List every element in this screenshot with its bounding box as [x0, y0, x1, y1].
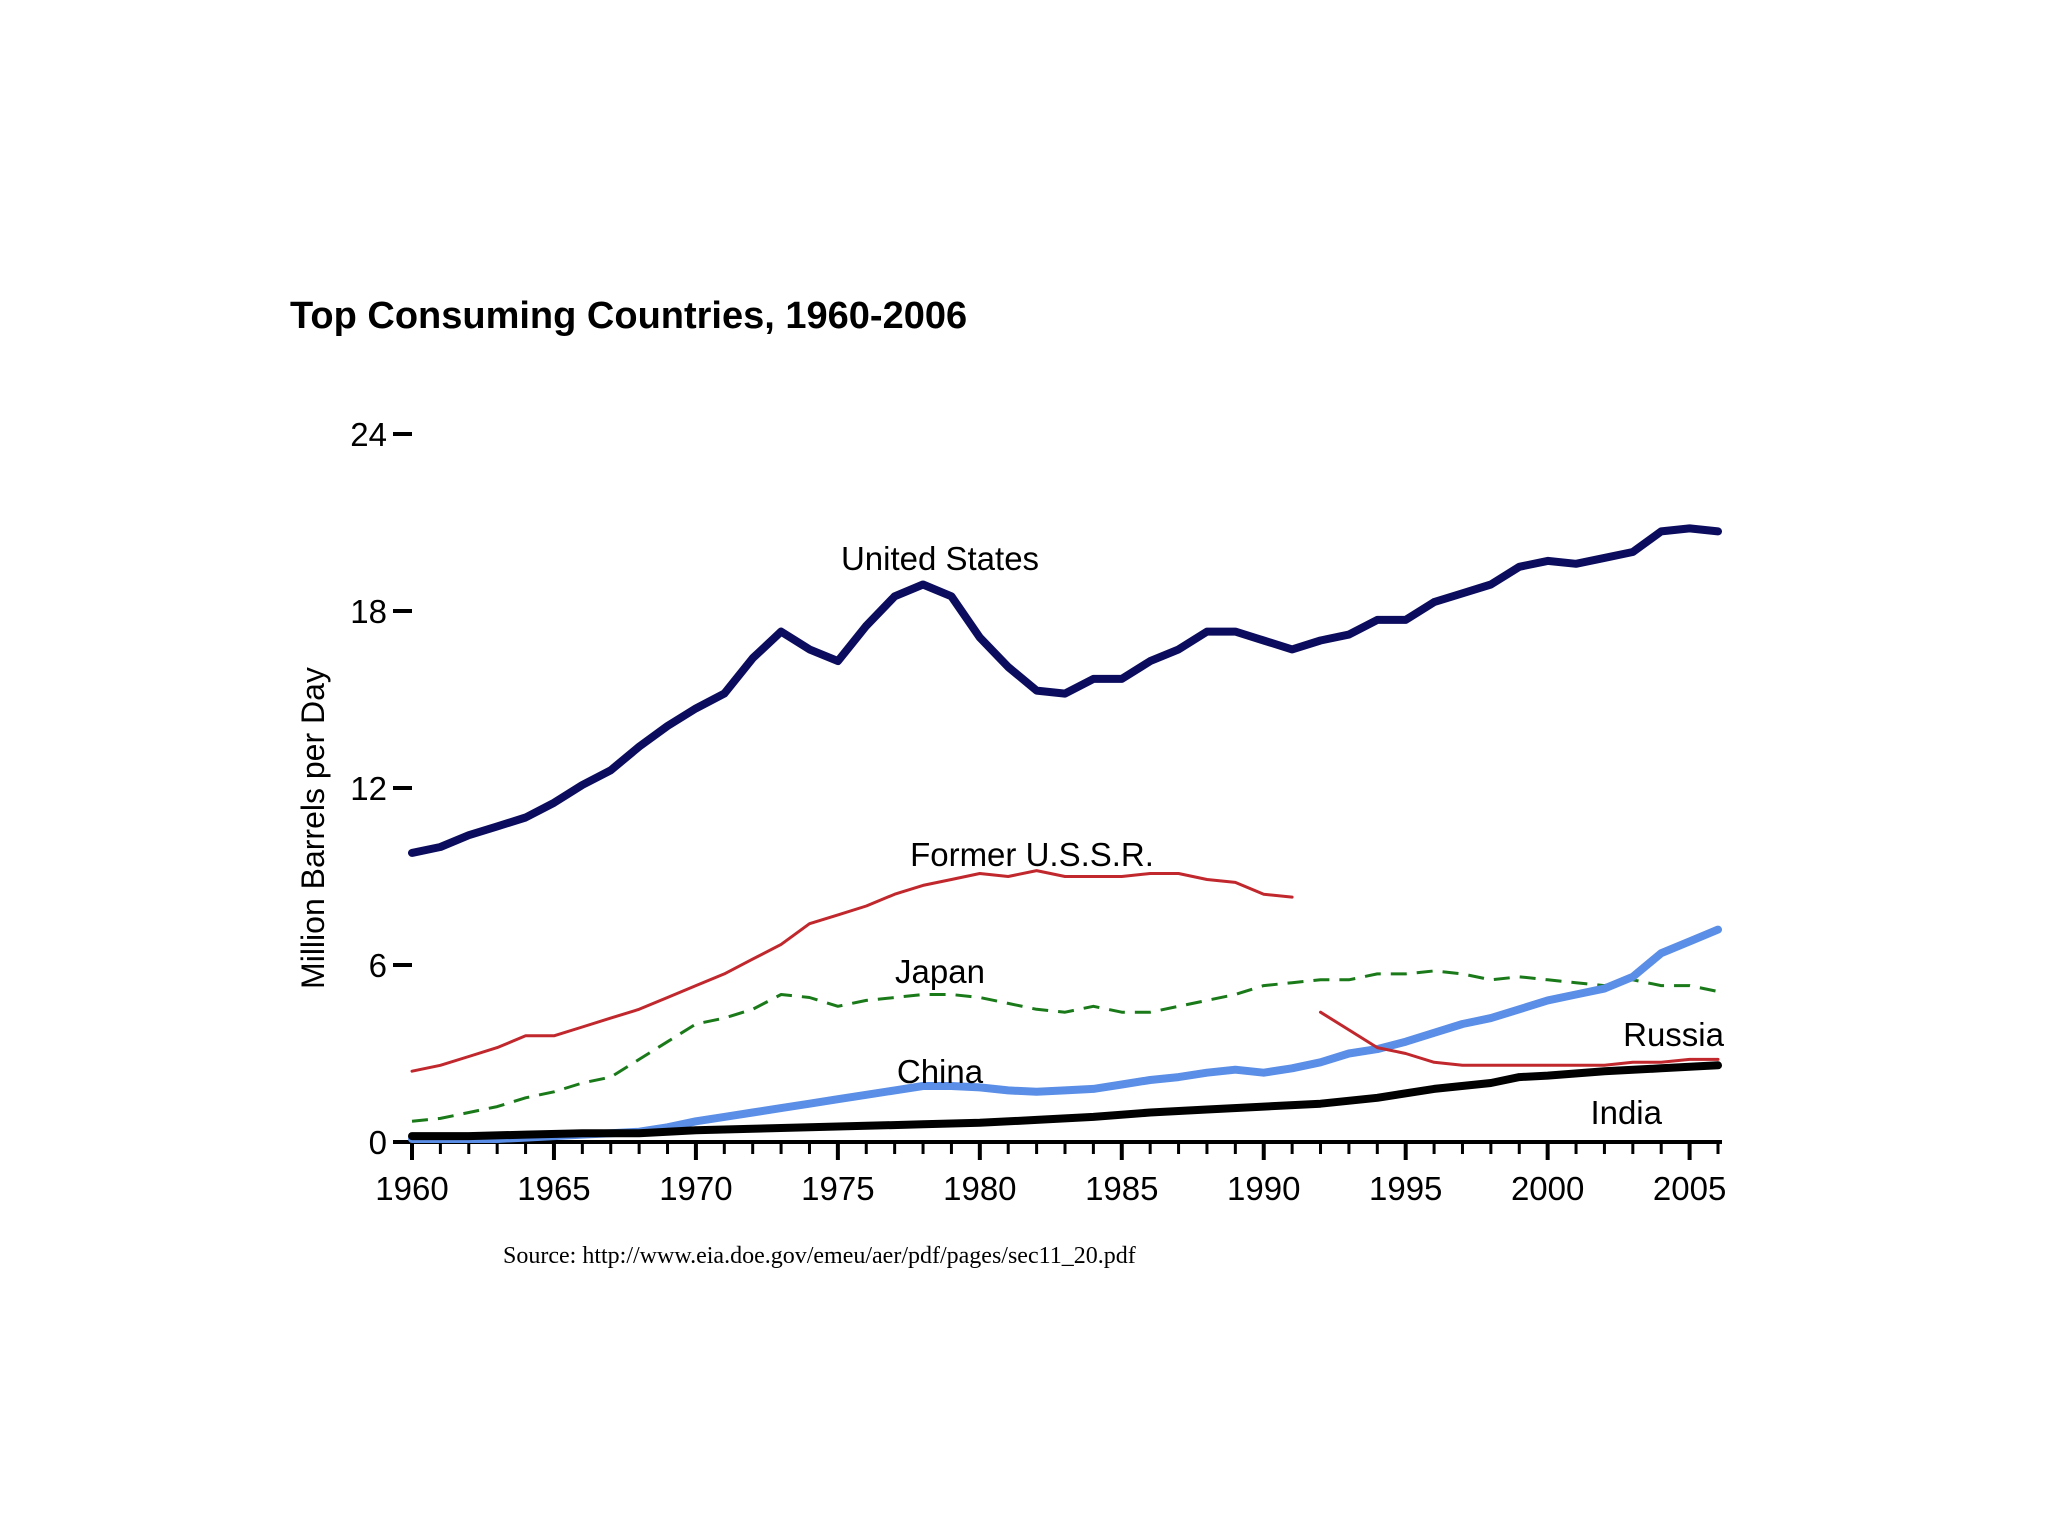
- y-tick-label: 6: [369, 947, 387, 984]
- x-tick-label: 1975: [801, 1170, 874, 1207]
- x-tick-label: 1985: [1085, 1170, 1158, 1207]
- x-tick-label: 1995: [1369, 1170, 1442, 1207]
- series-labels: United States Former U.S.S.R. Japan China Ru…: [841, 540, 1725, 1131]
- series-line-india: [408, 1061, 1722, 1141]
- series-line-united-states: [408, 524, 1722, 857]
- x-tick-label: 1965: [517, 1170, 590, 1207]
- x-tick-label: 1980: [943, 1170, 1016, 1207]
- y-tick-label: 12: [350, 770, 387, 807]
- y-axis: 0 6 12 18 24: [350, 416, 412, 1161]
- x-tick-label: 1990: [1227, 1170, 1300, 1207]
- series-line-china: [408, 925, 1722, 1143]
- series-label-united-states: United States: [841, 540, 1039, 577]
- y-axis-label: Million Barrels per Day: [295, 667, 331, 989]
- series-label-japan: Japan: [895, 953, 985, 990]
- series-line-japan: [411, 969, 1719, 1123]
- x-tick-label: 1970: [659, 1170, 732, 1207]
- series-line-russia: [1319, 1010, 1720, 1067]
- x-tick-label: 1960: [375, 1170, 448, 1207]
- series-label-india: India: [1590, 1094, 1662, 1131]
- x-axis: 1960 1965 1970 1975 1980 1985 1990 1995 2000 2005: [375, 1140, 1726, 1207]
- y-tick-label: 0: [369, 1124, 387, 1161]
- y-tick-label: 24: [350, 416, 387, 453]
- series-label-former-u-s-s-r: Former U.S.S.R.: [910, 836, 1154, 873]
- series-group: [408, 524, 1722, 1143]
- series-label-russia: Russia: [1623, 1016, 1725, 1053]
- source-note: Source: http://www.eia.doe.gov/emeu/aer/…: [503, 1243, 1136, 1269]
- series-line-former-u-s-s-r: [410, 869, 1294, 1073]
- series-label-china: China: [897, 1053, 984, 1090]
- x-tick-label: 2000: [1511, 1170, 1584, 1207]
- chart-title: Top Consuming Countries, 1960-2006: [290, 295, 967, 337]
- y-tick-label: 18: [350, 593, 387, 630]
- x-tick-label: 2005: [1653, 1170, 1726, 1207]
